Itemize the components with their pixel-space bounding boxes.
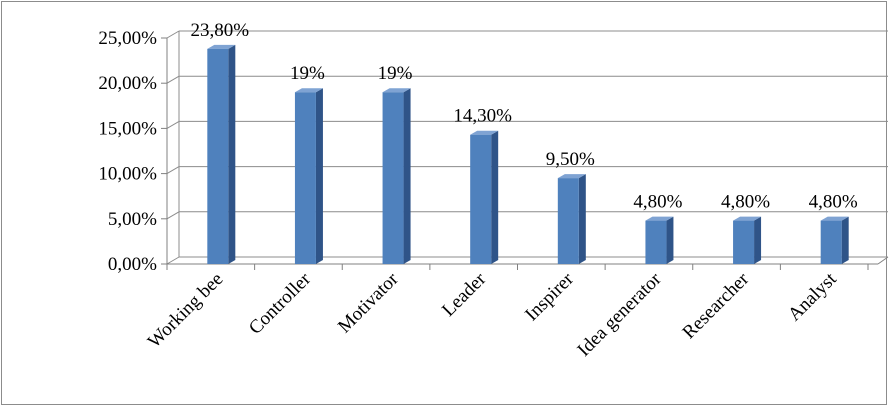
bar-front bbox=[733, 220, 755, 264]
category-label: Analyst bbox=[784, 268, 841, 325]
bar-side bbox=[754, 216, 762, 264]
y-tick-label: 0,00% bbox=[108, 254, 157, 275]
gridline-depth-2 bbox=[166, 166, 180, 175]
bar-top bbox=[470, 130, 499, 135]
bar-front bbox=[382, 92, 404, 265]
bar-2 bbox=[382, 88, 411, 265]
bar-side bbox=[491, 130, 499, 264]
bar-front bbox=[470, 134, 492, 264]
data-label: 14,30% bbox=[453, 106, 512, 127]
data-label: 4,80% bbox=[633, 192, 682, 213]
bar-6 bbox=[733, 216, 762, 264]
bar-1 bbox=[294, 88, 323, 265]
bar-front bbox=[645, 220, 667, 264]
x-axis-depth bbox=[877, 256, 889, 265]
gridline-depth-5 bbox=[166, 30, 180, 39]
category-label: Inspirer bbox=[521, 268, 578, 325]
bar-side bbox=[315, 88, 323, 265]
bar-top bbox=[557, 174, 586, 179]
gridline-depth-0 bbox=[166, 256, 180, 265]
bar-front bbox=[207, 48, 229, 265]
data-label: 9,50% bbox=[546, 149, 595, 170]
bar-side bbox=[841, 216, 849, 264]
bar-top bbox=[733, 216, 762, 221]
category-label: Working bee bbox=[144, 269, 228, 353]
category-label: Leader bbox=[438, 268, 491, 321]
gridline-depth-1 bbox=[166, 211, 180, 220]
bar-side bbox=[403, 88, 411, 265]
bar-top bbox=[207, 44, 236, 49]
y-tick-label: 25,00% bbox=[98, 28, 157, 49]
y-tick-label: 10,00% bbox=[98, 164, 157, 185]
bar-top bbox=[294, 88, 323, 93]
bar-top bbox=[382, 88, 411, 93]
bar-5 bbox=[645, 216, 674, 264]
data-label: 23,80% bbox=[191, 20, 250, 41]
category-label: Researcher bbox=[679, 268, 754, 343]
data-label: 19% bbox=[378, 63, 413, 84]
bar-side bbox=[228, 44, 236, 265]
bar-3 bbox=[470, 130, 499, 264]
category-label: Controller bbox=[245, 268, 316, 339]
data-label: 4,80% bbox=[809, 192, 858, 213]
y-tick-label: 5,00% bbox=[108, 209, 157, 230]
bar-7 bbox=[820, 216, 849, 264]
bar-front bbox=[820, 220, 842, 264]
category-label: Idea generator bbox=[573, 268, 666, 361]
bar-front bbox=[294, 92, 316, 265]
bar-side bbox=[666, 216, 674, 264]
bar-top bbox=[820, 216, 849, 221]
bar-front bbox=[557, 178, 579, 264]
y-tick-label: 20,00% bbox=[98, 73, 157, 94]
category-label: Motivator bbox=[334, 268, 403, 337]
bar-side bbox=[578, 174, 586, 264]
bar-top bbox=[645, 216, 674, 221]
y-tick-label: 15,00% bbox=[98, 118, 157, 139]
data-label: 19% bbox=[290, 63, 325, 84]
bar-0 bbox=[207, 44, 236, 265]
bar-4 bbox=[557, 174, 586, 264]
data-label: 4,80% bbox=[721, 192, 770, 213]
gridline-depth-3 bbox=[166, 120, 180, 129]
gridline-depth-4 bbox=[166, 75, 180, 84]
